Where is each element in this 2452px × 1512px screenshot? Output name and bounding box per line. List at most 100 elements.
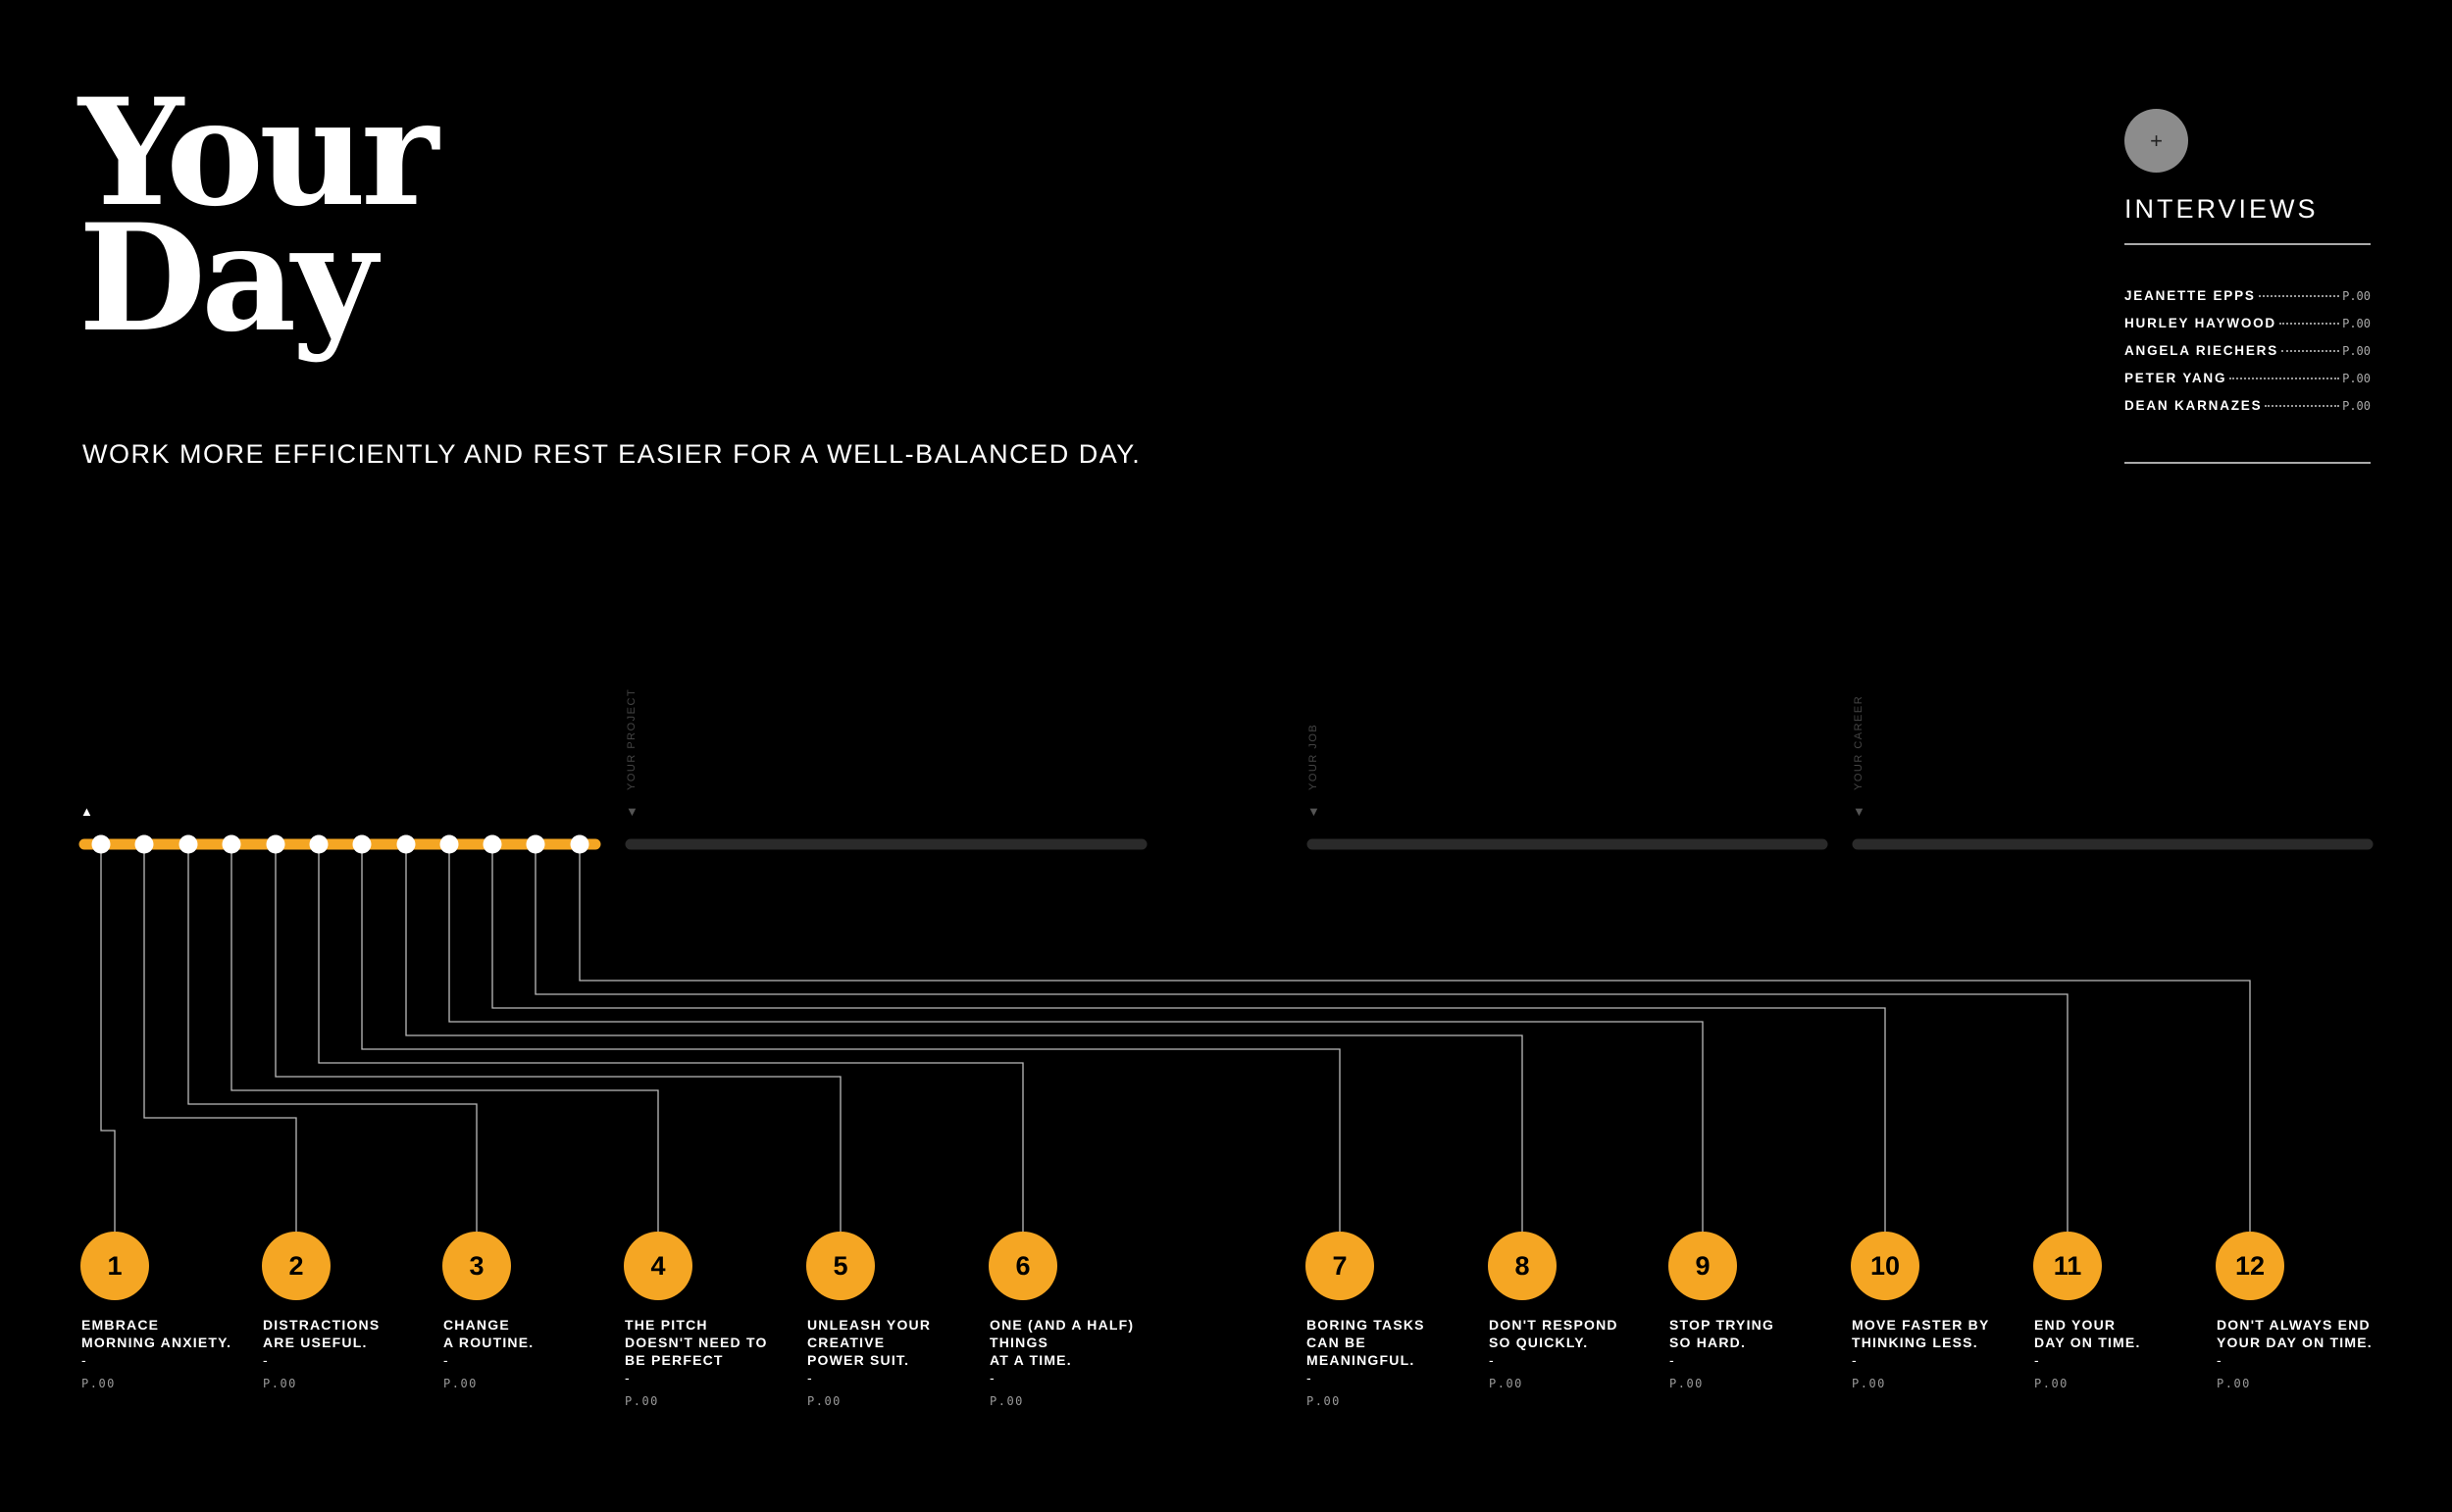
step-page-ref: P.00 [625, 1394, 659, 1408]
step-page-ref: P.00 [263, 1377, 297, 1390]
interview-page: P.00 [2342, 344, 2371, 358]
step-dash: - [1489, 1352, 1495, 1368]
step-title-line: THINKING LESS. [1852, 1335, 1978, 1350]
interviews-list: JEANETTE EPPS P.00 HURLEY HAYWOOD P.00 ANGEL… [2124, 288, 2371, 426]
step-page-ref: P.00 [2217, 1377, 2251, 1390]
step-number-badge[interactable]: 5 [806, 1232, 875, 1300]
interview-name: HURLEY HAYWOOD [2124, 316, 2276, 330]
timeline-node [91, 834, 111, 854]
step-title-line: END YOUR [2034, 1317, 2117, 1333]
step-title-line: CAN BE [1306, 1335, 1366, 1350]
step-title-line: ARE USEFUL. [263, 1335, 368, 1350]
step-title-line: SO HARD. [1669, 1335, 1747, 1350]
step-title-line: DON'T ALWAYS END [2217, 1317, 2371, 1333]
step-page-ref: P.00 [990, 1394, 1024, 1408]
leader-dots [2278, 323, 2340, 325]
leader-dots [2265, 405, 2340, 407]
step-title-line: MORNING ANXIETY. [81, 1335, 232, 1350]
step-connector-line [405, 844, 1523, 1232]
step-page-ref: P.00 [2034, 1377, 2069, 1390]
title-line-1: Your [78, 67, 438, 239]
step-title-line: ONE (AND A HALF) [990, 1317, 1135, 1333]
interview-item[interactable]: ANGELA RIECHERS P.00 [2124, 343, 2371, 371]
step-connector-line [230, 844, 659, 1232]
your-project-marker-icon: ▼ [626, 804, 639, 819]
step-page-ref: P.00 [1489, 1377, 1523, 1390]
step-description: END YOUR DAY ON TIME. - P.00 [2034, 1316, 2206, 1392]
step-title-line: DON'T RESPOND [1489, 1317, 1618, 1333]
step-title-line: UNLEASH YOUR [807, 1317, 932, 1333]
step-dash: - [625, 1370, 631, 1386]
interview-name: DEAN KARNAZES [2124, 398, 2263, 413]
step-title-line: BE PERFECT [625, 1352, 724, 1368]
step-page-ref: P.00 [1306, 1394, 1341, 1408]
interview-item[interactable]: HURLEY HAYWOOD P.00 [2124, 316, 2371, 343]
interview-name: JEANETTE EPPS [2124, 288, 2256, 303]
timeline-node [352, 834, 372, 854]
step-dash: - [990, 1370, 996, 1386]
step-title-line: A ROUTINE. [443, 1335, 535, 1350]
step-connector-line [448, 844, 1704, 1232]
step-description: DISTRACTIONS ARE USEFUL. - P.00 [263, 1316, 434, 1392]
step-number-badge[interactable]: 10 [1851, 1232, 1919, 1300]
step-number-badge[interactable]: 6 [989, 1232, 1057, 1300]
your-career-label: YOUR CAREER [1853, 694, 1865, 790]
step-description: UNLEASH YOUR CREATIVE POWER SUIT. - P.00 [807, 1316, 979, 1410]
step-description: STOP TRYING SO HARD. - P.00 [1669, 1316, 1841, 1392]
step-description: DON'T RESPOND SO QUICKLY. - P.00 [1489, 1316, 1660, 1392]
interview-item[interactable]: DEAN KARNAZES P.00 [2124, 398, 2371, 426]
timeline-node [439, 834, 459, 854]
step-number-badge[interactable]: 2 [262, 1232, 331, 1300]
step-title-line: YOUR DAY ON TIME. [2217, 1335, 2373, 1350]
your-job-marker-icon: ▼ [1307, 804, 1320, 819]
your-job-label: YOUR JOB [1307, 723, 1319, 790]
interview-item[interactable]: PETER YANG P.00 [2124, 371, 2371, 398]
step-description: MOVE FASTER BY THINKING LESS. - P.00 [1852, 1316, 2023, 1392]
step-title-line: POWER SUIT. [807, 1352, 910, 1368]
step-dash: - [81, 1352, 87, 1368]
leader-dots [2229, 378, 2340, 379]
step-number-badge[interactable]: 3 [442, 1232, 511, 1300]
step-number-badge[interactable]: 9 [1668, 1232, 1737, 1300]
step-title-line: CREATIVE [807, 1335, 886, 1350]
your-day-marker-icon: ▲ [80, 804, 93, 819]
step-title-line: DOESN'T NEED TO [625, 1335, 768, 1350]
step-number-badge[interactable]: 12 [2216, 1232, 2284, 1300]
step-title-line: SO QUICKLY. [1489, 1335, 1589, 1350]
timeline-node [266, 834, 285, 854]
step-dash: - [1669, 1352, 1675, 1368]
step-description: ONE (AND A HALF) THINGS AT A TIME. - P.00 [990, 1316, 1161, 1410]
step-title-line: DAY ON TIME. [2034, 1335, 2141, 1350]
step-page-ref: P.00 [81, 1377, 116, 1390]
step-page-ref: P.00 [1669, 1377, 1704, 1390]
timeline-node [179, 834, 198, 854]
interview-page: P.00 [2342, 399, 2371, 413]
interview-item[interactable]: JEANETTE EPPS P.00 [2124, 288, 2371, 316]
step-number-badge[interactable]: 11 [2033, 1232, 2102, 1300]
step-dash: - [807, 1370, 813, 1386]
step-number-badge[interactable]: 1 [80, 1232, 149, 1300]
step-number-badge[interactable]: 4 [624, 1232, 692, 1300]
your-career-marker-icon: ▼ [1853, 804, 1865, 819]
expand-interviews-button[interactable]: + [2124, 109, 2188, 173]
step-dash: - [2034, 1352, 2040, 1368]
step-connector-line [491, 844, 1886, 1232]
interview-page: P.00 [2342, 289, 2371, 303]
step-connector-line [143, 844, 297, 1232]
step-connector-line [579, 844, 2251, 1232]
step-page-ref: P.00 [807, 1394, 842, 1408]
step-title-line: CHANGE [443, 1317, 510, 1333]
step-number-badge[interactable]: 7 [1305, 1232, 1374, 1300]
timeline-node [526, 834, 545, 854]
interviews-divider-bottom [2124, 462, 2371, 464]
step-number-badge[interactable]: 8 [1488, 1232, 1557, 1300]
step-title-line: MOVE FASTER BY [1852, 1317, 1990, 1333]
step-connector-line [187, 844, 478, 1232]
step-dash: - [1306, 1370, 1312, 1386]
step-description: CHANGE A ROUTINE. - P.00 [443, 1316, 615, 1392]
step-page-ref: P.00 [1852, 1377, 1886, 1390]
interview-name: PETER YANG [2124, 371, 2227, 385]
step-connector-line [100, 844, 116, 1232]
page-title: Your Day [78, 67, 438, 352]
step-title-line: THE PITCH [625, 1317, 708, 1333]
